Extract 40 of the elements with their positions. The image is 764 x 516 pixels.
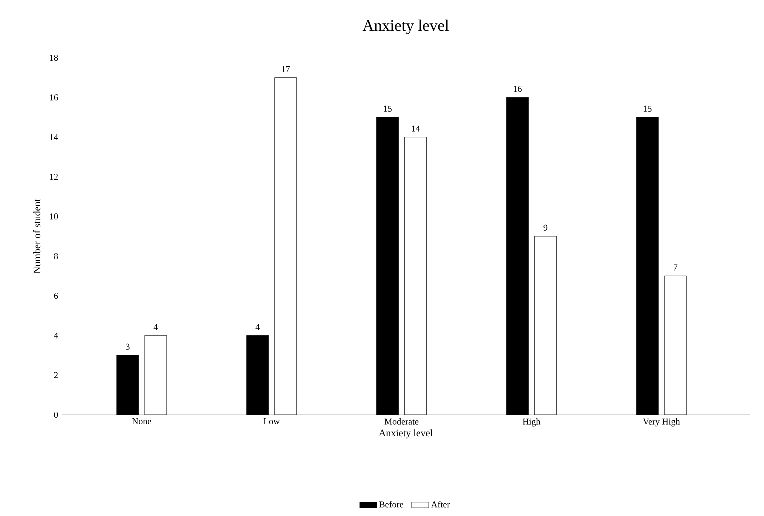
data-label: 7 [674, 264, 678, 271]
bar [636, 117, 659, 415]
data-label: 4 [154, 324, 158, 330]
y-tick-label: 0 [54, 412, 58, 418]
bar [144, 335, 168, 415]
data-label: 15 [644, 106, 652, 112]
data-label: 14 [412, 126, 420, 132]
bar [664, 276, 687, 415]
y-tick-label: 8 [54, 253, 58, 260]
data-label: 17 [282, 66, 290, 72]
x-tick-label: Moderate [384, 418, 419, 425]
data-label: 4 [256, 324, 260, 330]
y-tick-label: 2 [54, 372, 58, 378]
x-tick-label: High [522, 418, 541, 427]
bar [274, 78, 298, 415]
y-axis-title: Number of student [33, 199, 41, 274]
y-tick-label: 6 [54, 292, 58, 300]
y-tick-label: 12 [50, 174, 58, 180]
bar [534, 236, 557, 415]
chart-title: Anxiety level [362, 20, 450, 34]
bar [404, 137, 427, 415]
y-tick-label: 4 [54, 332, 58, 339]
y-tick-label: 16 [50, 94, 58, 101]
bar [246, 335, 270, 415]
x-axis-title: Anxiety level [379, 430, 433, 439]
x-tick-label: Very High [643, 418, 680, 427]
x-tick-label: Low [264, 418, 280, 425]
data-label: 16 [514, 86, 522, 92]
bar [376, 117, 399, 415]
x-tick-label: None [132, 418, 152, 425]
y-tick-label: 14 [50, 134, 58, 140]
data-label: 15 [384, 106, 392, 112]
legend-label: Before [380, 501, 404, 508]
y-tick-label: 10 [50, 214, 58, 220]
data-label: 9 [544, 224, 548, 231]
y-tick-label: 18 [50, 54, 58, 62]
bar [506, 97, 529, 415]
bar [116, 355, 140, 415]
data-label: 3 [126, 344, 130, 350]
legend-label: After [431, 501, 450, 508]
